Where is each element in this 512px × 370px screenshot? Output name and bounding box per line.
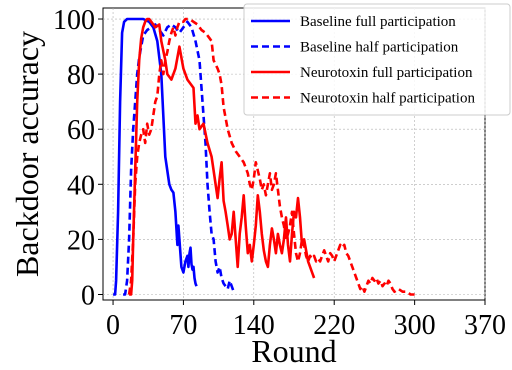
x-tick-label: 70 [169,310,197,341]
series-lines [113,17,415,296]
series-line-1 [113,17,198,296]
y-tick-label: 40 [67,170,95,201]
x-tick-label: 0 [106,310,120,341]
legend: Baseline full participation Baseline half… [243,3,511,116]
series-line-2 [123,20,235,296]
x-tick-label: 370 [464,310,506,341]
legend-label-4: Neurotoxin half participation [300,91,475,107]
series-line-4 [127,17,415,296]
axis-ticks: 0 70 140 220 300 370 0 20 40 60 80 100 [53,5,506,341]
y-tick-label: 60 [67,115,95,146]
x-tick-label: 140 [233,310,275,341]
y-tick-label: 20 [67,225,95,256]
x-tick-label: 220 [313,310,355,341]
y-axis-label: Backdoor accuracy [9,31,45,277]
y-tick-label: 0 [81,280,95,311]
x-axis-label: Round [251,333,336,369]
legend-label-3: Neurotoxin full participation [300,65,473,81]
legend-label-2: Baseline half participation [300,40,459,56]
series-line-3 [129,17,316,296]
y-tick-label: 100 [53,5,95,36]
x-tick-label: 300 [394,310,436,341]
legend-box [243,3,511,116]
y-tick-label: 80 [67,60,95,91]
legend-label-1: Baseline full participation [300,14,456,30]
